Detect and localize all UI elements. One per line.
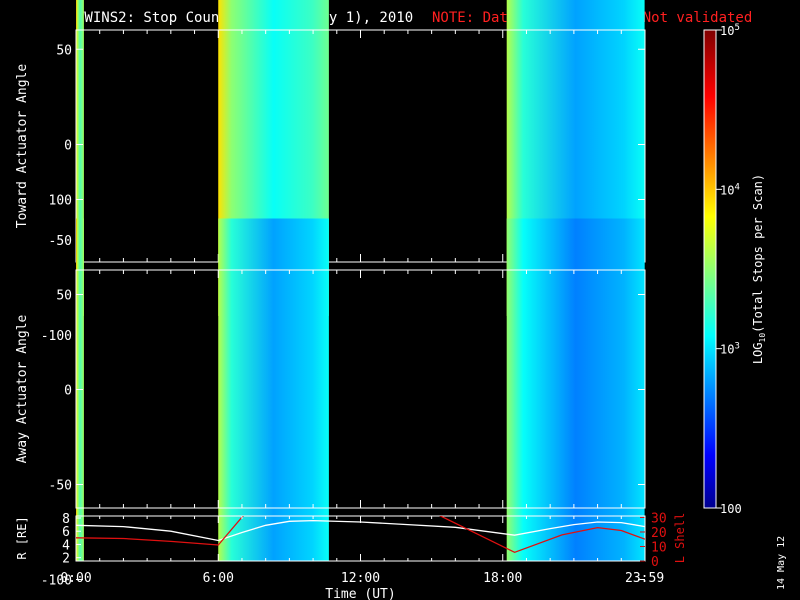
away-angle-panel: 100 50 0 -50 -100 Away Actuator Angle — [15, 194, 646, 589]
x-axis-label: Time (UT) — [325, 587, 395, 600]
radius-axis-label: R [RE] — [15, 516, 29, 559]
data-block — [76, 0, 84, 316]
colorbar-tick-label: 100 — [720, 502, 742, 516]
colorbar: 105 104 103 100 LOG10(Total Stops per Scan) — [703, 23, 767, 516]
colorbar-label: LOG10(Total Stops per Scan) — [751, 174, 767, 364]
generation-date: 14 May 12 — [776, 536, 787, 590]
left-tick-label: 4 — [62, 538, 70, 553]
colorbar-tick-label: 105 — [720, 23, 740, 38]
x-tick-label: 18:00 — [483, 571, 522, 586]
x-tick-label: 12:00 — [341, 571, 380, 586]
y-tick-label: -50 — [49, 479, 72, 494]
y-tick-label: 50 — [56, 43, 72, 58]
right-tick-label: 20 — [651, 526, 667, 541]
y-tick-label: 0 — [64, 139, 72, 154]
right-tick-label: 30 — [651, 511, 667, 526]
lshell-axis-label: L Shell — [673, 513, 687, 564]
x-tick-label: 6:00 — [203, 571, 234, 586]
left-tick-label: 6 — [62, 525, 70, 540]
y-tick-label: 100 — [49, 194, 72, 209]
y-tick-label: 0 — [64, 384, 72, 399]
data-block — [218, 218, 329, 561]
right-tick-label: 10 — [651, 540, 667, 555]
y-tick-label: -100 — [41, 574, 72, 589]
left-tick-label: 2 — [62, 552, 70, 567]
y-tick-label: 50 — [56, 289, 72, 304]
right-tick-label: 0 — [651, 555, 659, 570]
y-axis-label: Toward Actuator Angle — [15, 64, 30, 229]
x-tick-label: 23:59 — [625, 571, 664, 586]
x-tick-label: 0:00 — [60, 571, 91, 586]
colorbar-tick-label: 104 — [720, 182, 740, 197]
data-block — [506, 218, 645, 561]
colorbar-ramp — [703, 29, 717, 509]
y-axis-label: Away Actuator Angle — [15, 314, 30, 463]
lshell-line — [76, 516, 645, 554]
colorbar-tick-label: 103 — [720, 342, 740, 357]
y-tick-label: -100 — [41, 329, 72, 344]
left-tick-label: 8 — [62, 512, 70, 527]
y-tick-label: -50 — [49, 234, 72, 249]
